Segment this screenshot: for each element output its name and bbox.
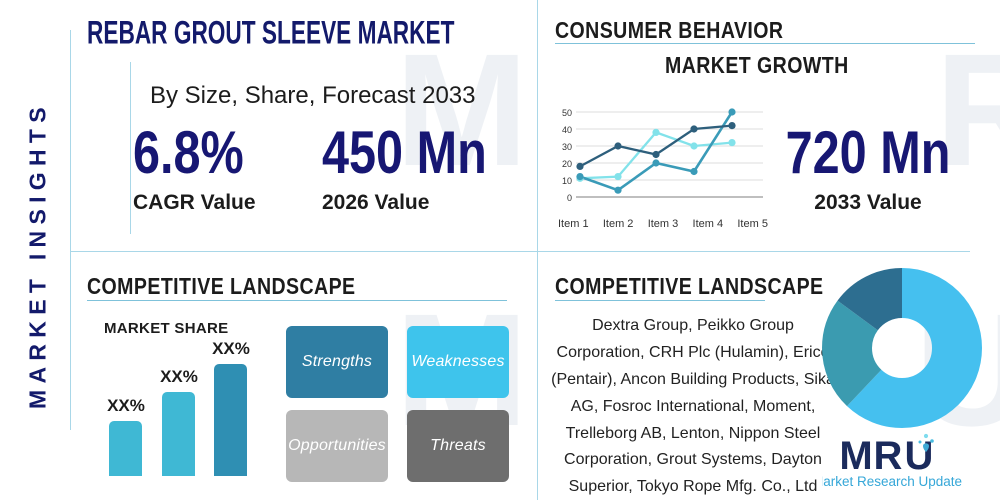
svg-text:20: 20 — [562, 159, 572, 169]
svg-text:Market Research Update: Market Research Update — [822, 474, 962, 489]
svg-text:M: M — [839, 434, 872, 478]
svg-text:R: R — [874, 434, 903, 478]
svg-text:40: 40 — [562, 125, 572, 135]
svg-text:U: U — [905, 434, 934, 478]
svg-text:0: 0 — [567, 193, 572, 203]
svg-text:50: 50 — [562, 108, 572, 118]
svg-text:30: 30 — [562, 142, 572, 152]
svg-text:10: 10 — [562, 176, 572, 186]
